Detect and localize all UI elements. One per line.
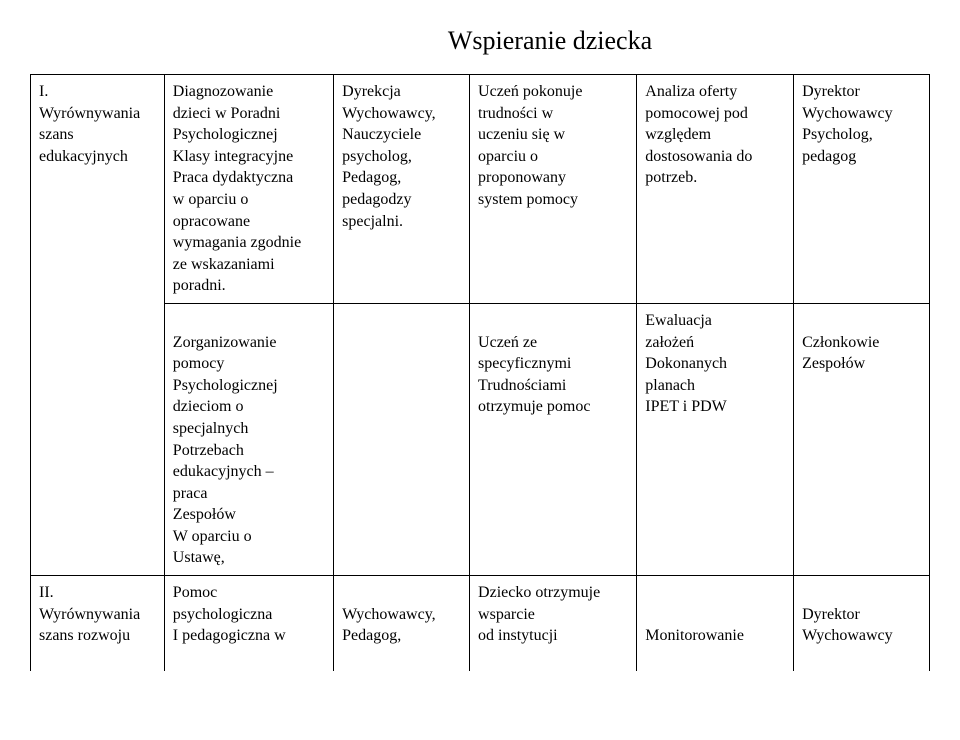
table-cell: Dyrekcja Wychowawcy, Nauczyciele psychol… [334,75,470,304]
table-cell: I. Wyrównywania szans edukacyjnych [31,75,165,576]
table-cell: Pomoc psychologiczna I pedagogiczna w [164,576,333,671]
cell-text: Analiza oferty pomocowej pod względem do… [645,81,785,189]
table-cell: Diagnozowanie dzieci w Poradni Psycholog… [164,75,333,304]
cell-text: Uczeń pokonuje trudności w uczeniu się w… [478,81,628,211]
cell-text: Ewaluacja założeń Dokonanych planach IPE… [645,310,785,418]
content-table: I. Wyrównywania szans edukacyjnychDiagno… [30,74,930,671]
table-cell: II. Wyrównywania szans rozwoju [31,576,165,671]
cell-text: I. Wyrównywania szans edukacyjnych [39,81,156,167]
table-cell: Dyrektor Wychowawcy [794,576,930,671]
table-row: Zorganizowanie pomocy Psychologicznej dz… [31,303,930,575]
table-cell: Członkowie Zespołów [794,303,930,575]
table-row: I. Wyrównywania szans edukacyjnychDiagno… [31,75,930,304]
table-cell [334,303,470,575]
table-cell: Uczeń pokonuje trudności w uczeniu się w… [470,75,637,304]
cell-text: Dyrekcja Wychowawcy, Nauczyciele psychol… [342,81,461,232]
cell-text: Dyrektor Wychowawcy [802,582,921,647]
table-cell: Analiza oferty pomocowej pod względem do… [637,75,794,304]
table-row: II. Wyrównywania szans rozwoju Pomoc psyc… [31,576,930,671]
table-cell: Dziecko otrzymuje wsparcie od instytucji [470,576,637,671]
page-title: Wspieranie dziecka [30,26,930,56]
cell-text: Członkowie Zespołów [802,310,921,375]
cell-text: II. Wyrównywania szans rozwoju [39,582,156,647]
cell-text: Monitorowanie [645,582,785,647]
cell-text: Dziecko otrzymuje wsparcie od instytucji [478,582,628,647]
cell-text: Zorganizowanie pomocy Psychologicznej dz… [173,310,325,569]
table-cell: Wychowawcy, Pedagog, [334,576,470,671]
table-cell: Dyrektor Wychowawcy Psycholog, pedagog [794,75,930,304]
cell-text: Dyrektor Wychowawcy Psycholog, pedagog [802,81,921,167]
table-cell: Zorganizowanie pomocy Psychologicznej dz… [164,303,333,575]
cell-text: Wychowawcy, Pedagog, [342,582,461,647]
cell-text: Uczeń ze specyficznymi Trudnościami otrz… [478,310,628,418]
table-cell: Uczeń ze specyficznymi Trudnościami otrz… [470,303,637,575]
cell-text: Diagnozowanie dzieci w Poradni Psycholog… [173,81,325,297]
table-cell: Ewaluacja założeń Dokonanych planach IPE… [637,303,794,575]
document-page: Wspieranie dziecka I. Wyrównywania szans… [0,0,960,671]
cell-text: Pomoc psychologiczna I pedagogiczna w [173,582,325,647]
table-cell: Monitorowanie [637,576,794,671]
